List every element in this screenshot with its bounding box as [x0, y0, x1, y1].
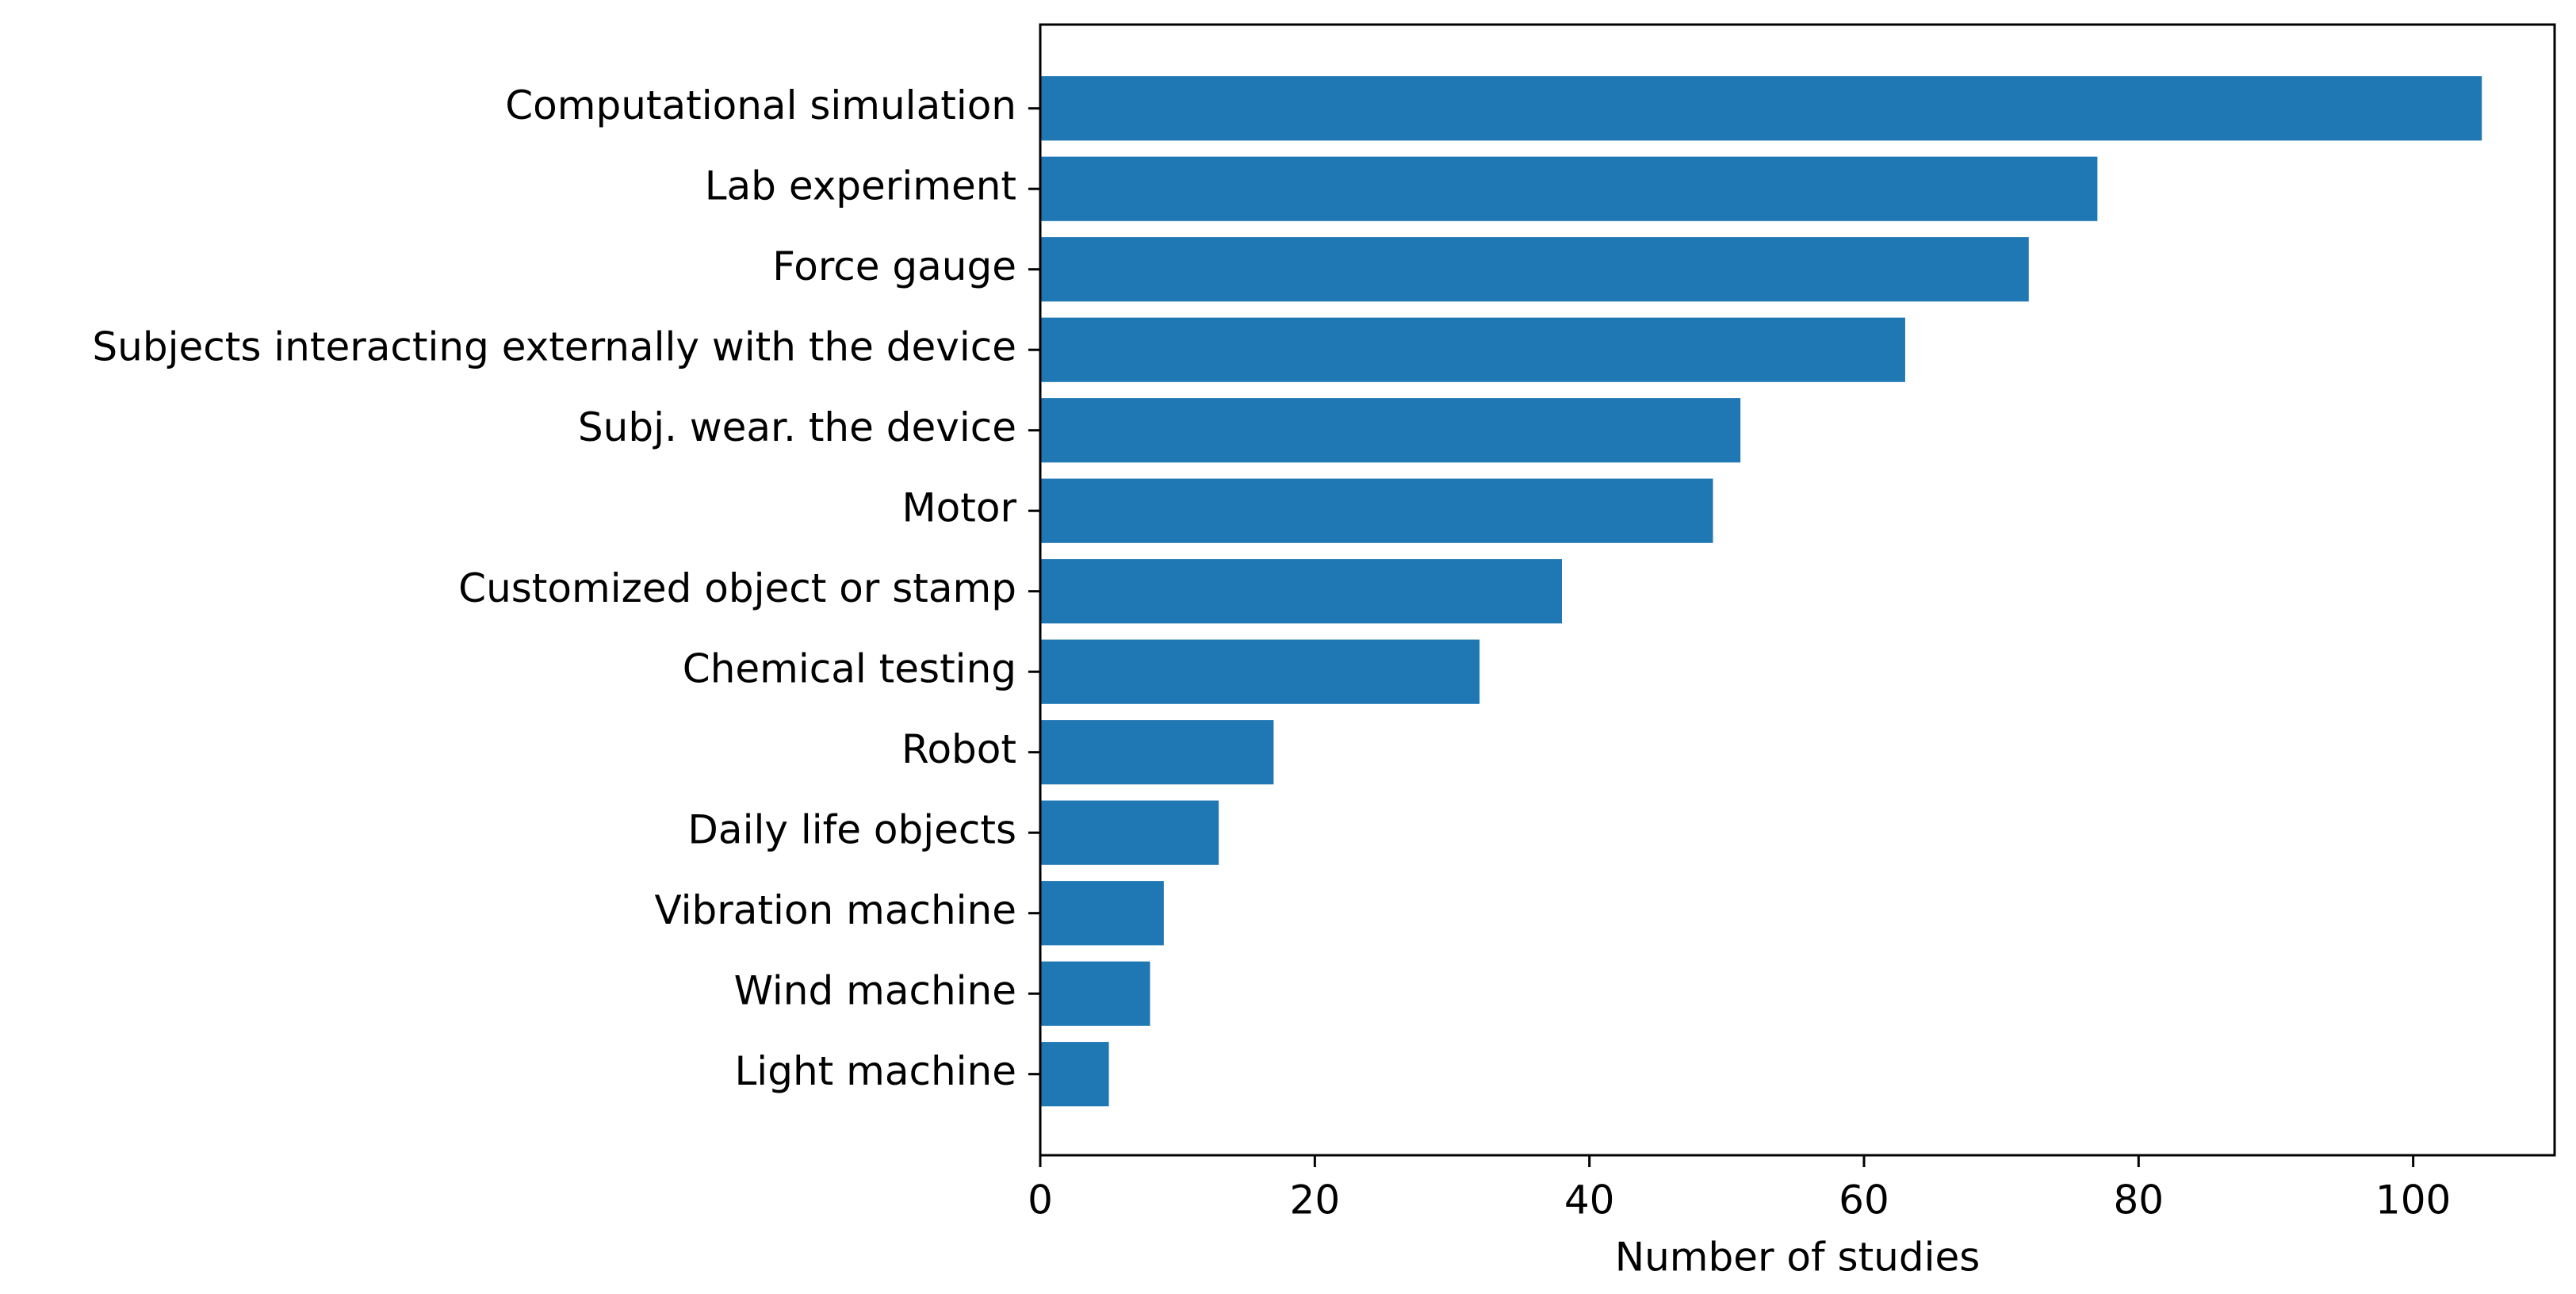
- y-tick-label: Chemical testing: [683, 646, 1016, 692]
- x-tick-label: 80: [2114, 1177, 2165, 1223]
- x-tick-label: 0: [1028, 1177, 1053, 1223]
- x-axis-label: Number of studies: [1615, 1235, 1981, 1281]
- x-tick-label: 60: [1839, 1177, 1889, 1223]
- y-tick-label: Motor: [902, 485, 1017, 531]
- bar: [1040, 478, 1713, 543]
- x-tick-label: 20: [1290, 1177, 1341, 1223]
- bar: [1040, 1042, 1109, 1107]
- bar: [1040, 398, 1741, 463]
- x-tick-label: 100: [2375, 1177, 2451, 1223]
- bar: [1040, 156, 2098, 221]
- y-tick-label: Computational simulation: [505, 82, 1016, 128]
- y-tick-label: Wind machine: [734, 968, 1016, 1014]
- bar: [1040, 317, 1905, 382]
- y-tick-label: Robot: [901, 726, 1016, 772]
- y-tick-label: Vibration machine: [655, 887, 1016, 933]
- bar: [1040, 639, 1480, 704]
- bar: [1040, 720, 1274, 785]
- y-tick-label: Lab experiment: [705, 163, 1016, 209]
- y-tick-label: Subjects interacting externally with the…: [92, 324, 1016, 370]
- y-tick-label: Subj. wear. the device: [578, 404, 1016, 450]
- y-tick-label: Light machine: [734, 1048, 1016, 1094]
- x-tick-label: 40: [1564, 1177, 1615, 1223]
- plot-frame: [1039, 23, 2556, 1157]
- bar: [1040, 237, 2029, 302]
- bar: [1040, 961, 1150, 1026]
- y-tick-label: Daily life objects: [687, 807, 1016, 853]
- y-tick-label: Force gauge: [772, 243, 1016, 289]
- bar: [1040, 76, 2482, 141]
- bar: [1040, 559, 1563, 624]
- bar: [1040, 881, 1164, 946]
- y-tick-label: Customized object or stamp: [458, 565, 1016, 611]
- bar: [1040, 800, 1219, 865]
